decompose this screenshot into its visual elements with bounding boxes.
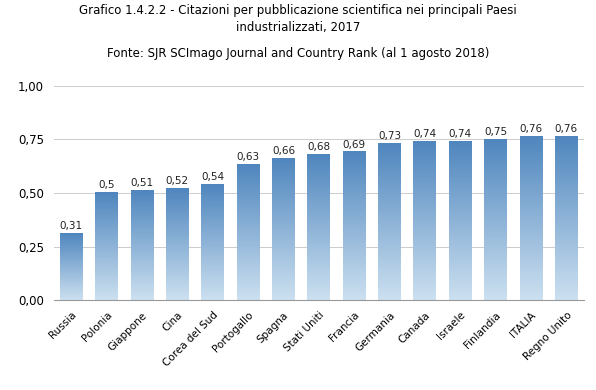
Text: 0,76: 0,76 — [520, 124, 542, 135]
Text: 0,66: 0,66 — [272, 146, 295, 156]
Text: 0,51: 0,51 — [131, 178, 154, 188]
Text: Grafico 1.4.2.2 - Citazioni per pubblicazione scientifica nei principali Paesi
i: Grafico 1.4.2.2 - Citazioni per pubblica… — [79, 4, 517, 34]
Text: 0,31: 0,31 — [60, 221, 83, 231]
Text: Fonte: SJR SCImago Journal and Country Rank (al 1 agosto 2018): Fonte: SJR SCImago Journal and Country R… — [107, 47, 489, 60]
Text: 0,63: 0,63 — [237, 152, 260, 162]
Text: 0,74: 0,74 — [449, 129, 472, 139]
Text: 0,73: 0,73 — [378, 131, 401, 141]
Text: 0,76: 0,76 — [555, 124, 578, 135]
Text: 0,68: 0,68 — [308, 142, 330, 152]
Text: 0,52: 0,52 — [166, 176, 189, 186]
Text: 0,75: 0,75 — [484, 127, 507, 136]
Text: 0,5: 0,5 — [98, 180, 115, 190]
Text: 0,74: 0,74 — [414, 129, 436, 139]
Text: 0,69: 0,69 — [343, 140, 366, 149]
Text: 0,54: 0,54 — [201, 172, 224, 182]
